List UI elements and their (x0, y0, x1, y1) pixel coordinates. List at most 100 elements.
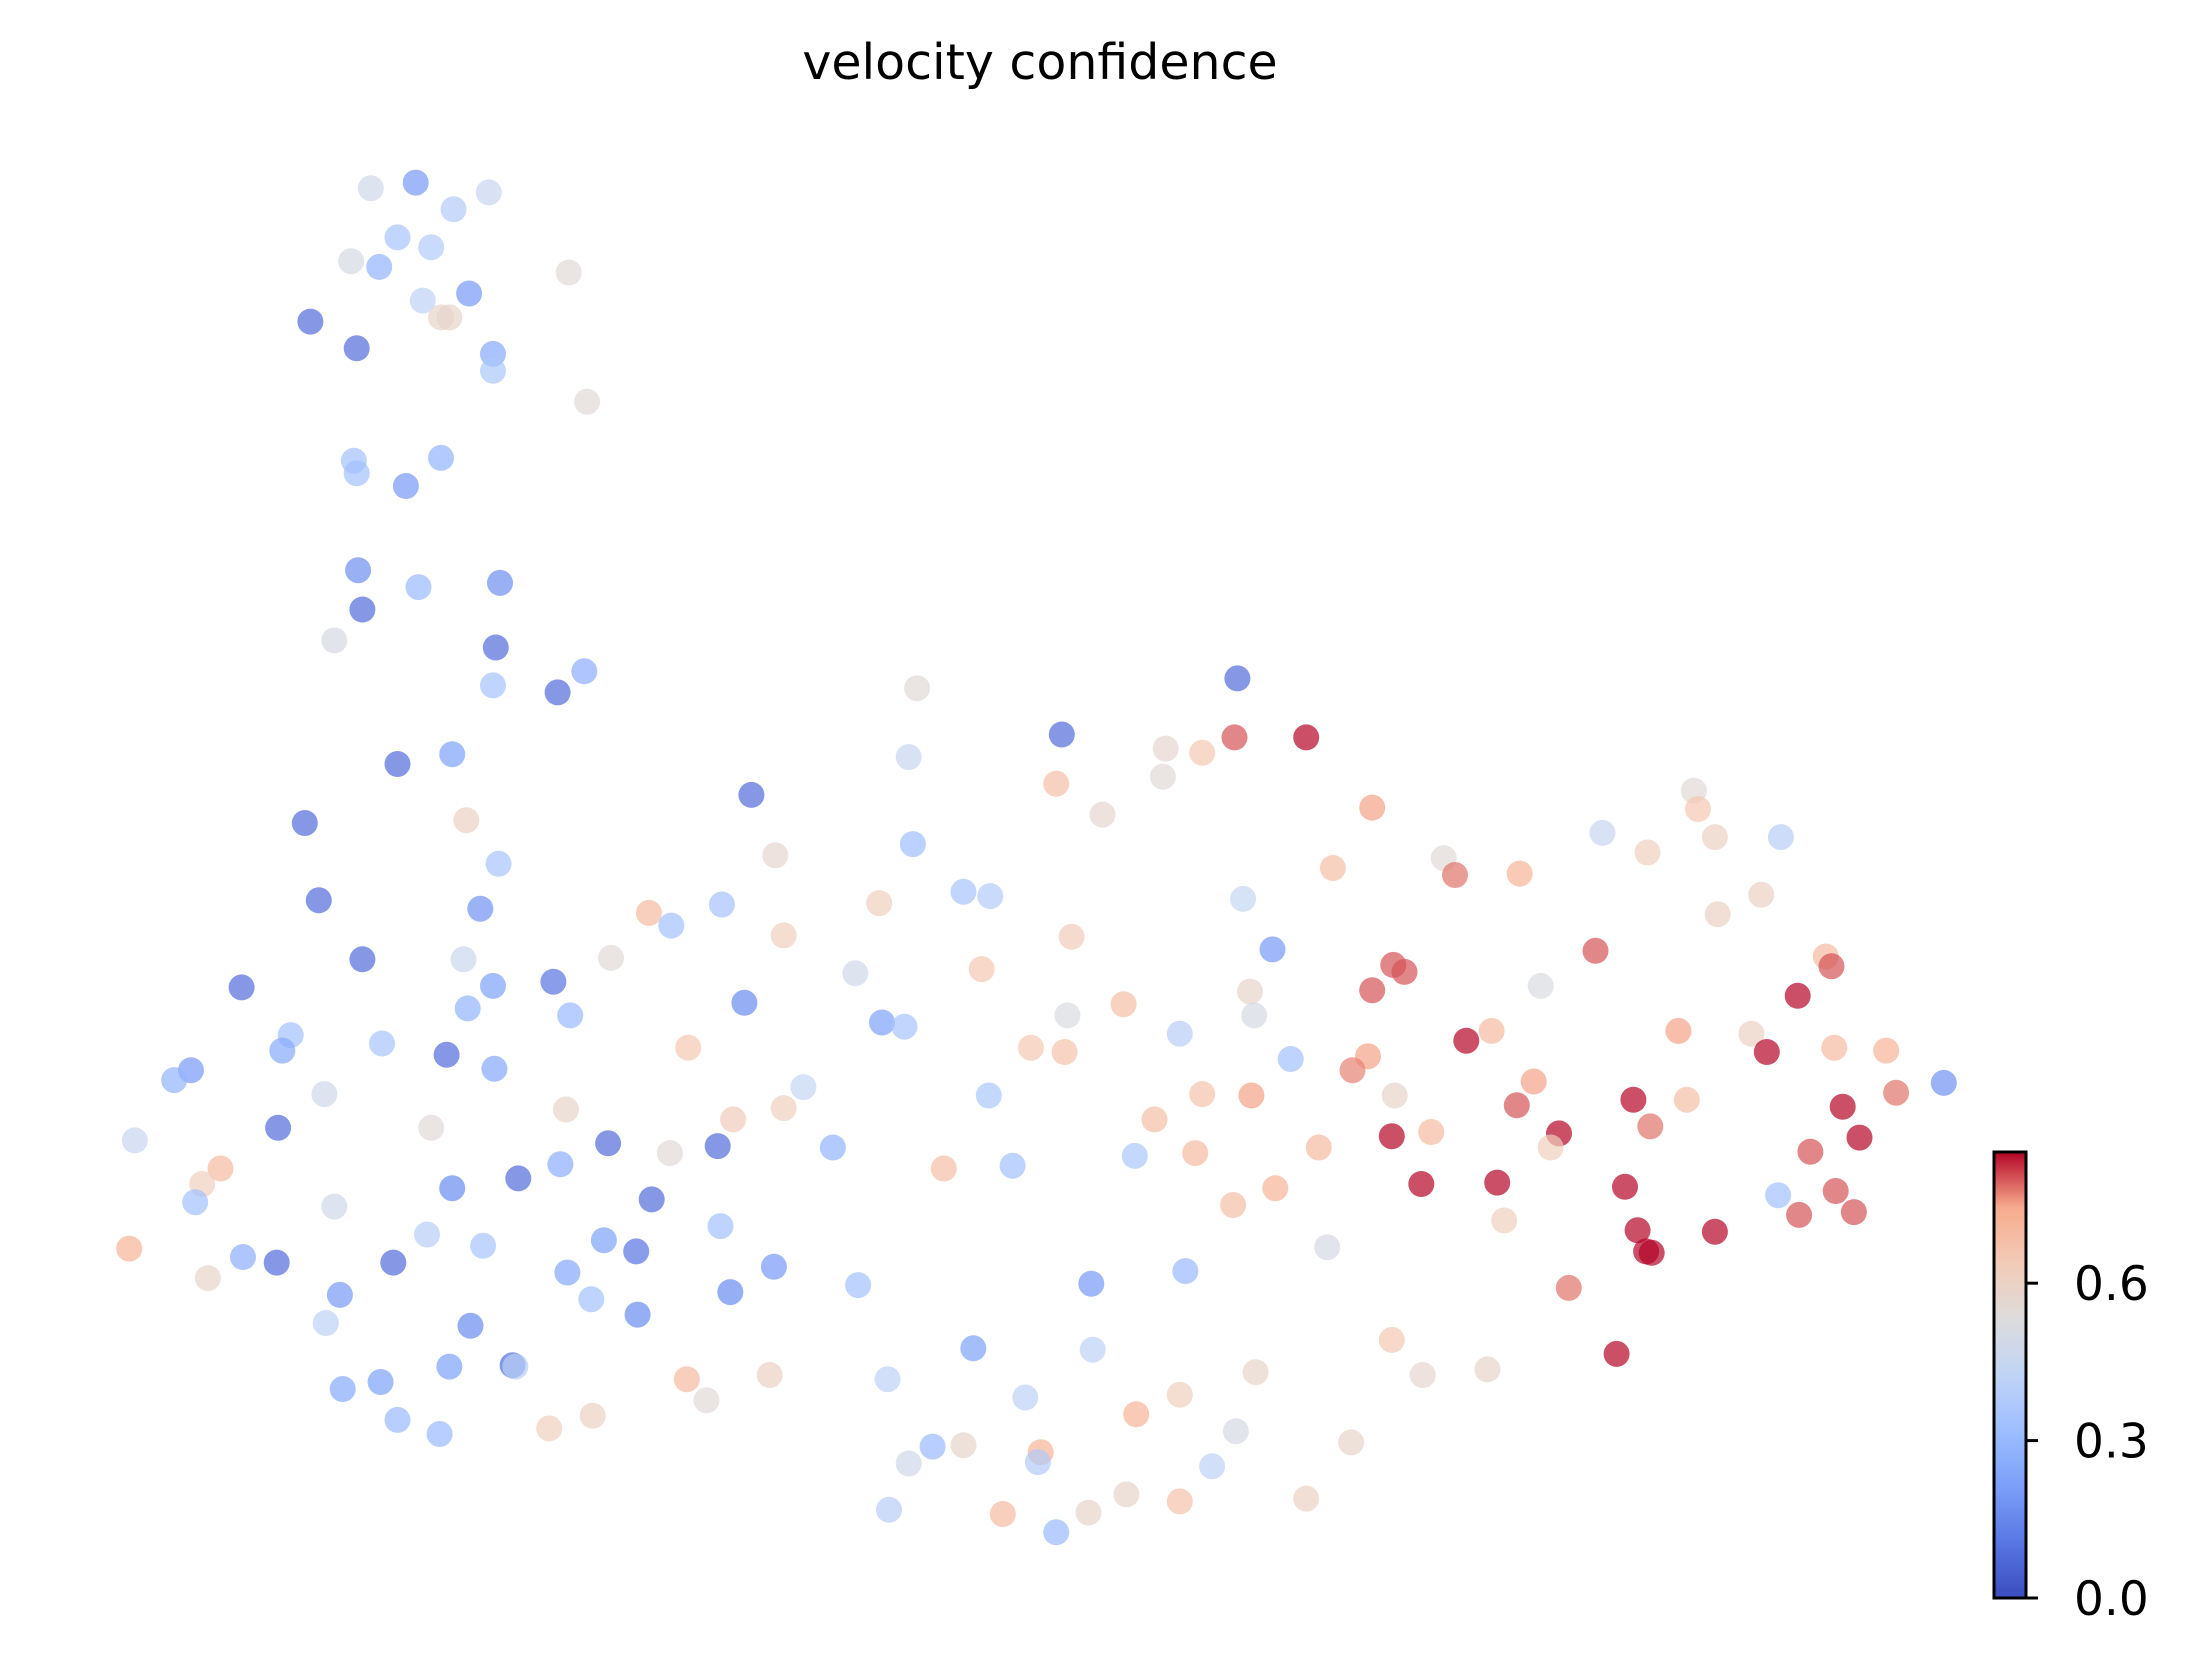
data-point-197 (1172, 1258, 1199, 1285)
data-point-80 (842, 960, 869, 987)
data-point-6 (338, 248, 365, 275)
data-point-145 (1537, 1134, 1564, 1161)
data-point-231 (895, 1450, 922, 1477)
data-point-236 (1113, 1481, 1140, 1508)
data-point-27 (482, 634, 509, 661)
data-point-98 (1054, 1002, 1081, 1029)
data-point-232 (1199, 1453, 1226, 1480)
colorbar-ticks: 0.0 0.3 0.6 (2026, 1257, 2149, 1627)
data-point-189 (554, 1259, 581, 1286)
data-point-95 (731, 989, 758, 1016)
data-point-182 (1491, 1207, 1518, 1234)
data-point-29 (571, 658, 598, 685)
data-point-55 (1589, 819, 1616, 846)
data-point-190 (760, 1253, 787, 1280)
data-point-227 (919, 1433, 946, 1460)
data-point-137 (553, 1096, 579, 1123)
data-point-50 (1359, 794, 1386, 821)
data-point-218 (1012, 1384, 1039, 1411)
data-point-59 (1701, 824, 1728, 851)
data-point-107 (1753, 1039, 1780, 1065)
data-point-30 (544, 679, 571, 706)
data-point-12 (436, 304, 463, 331)
data-point-0 (402, 169, 429, 196)
chart-title: velocity confidence (802, 34, 1277, 91)
data-point-43 (439, 741, 466, 768)
data-point-180 (623, 1238, 650, 1265)
data-point-105 (1665, 1017, 1692, 1044)
data-point-23 (487, 569, 513, 596)
data-point-45 (291, 810, 318, 836)
data-point-3 (440, 196, 467, 223)
data-point-186 (1638, 1239, 1665, 1266)
data-point-53 (1442, 862, 1468, 888)
data-point-205 (1603, 1340, 1630, 1367)
data-point-21 (392, 473, 419, 499)
data-point-209 (673, 1366, 700, 1393)
data-point-86 (1582, 937, 1609, 964)
data-point-61 (1748, 881, 1775, 908)
data-point-167 (1408, 1171, 1435, 1197)
data-point-206 (436, 1353, 463, 1380)
data-point-81 (968, 956, 995, 983)
data-point-224 (1123, 1401, 1150, 1428)
data-point-14 (343, 335, 370, 362)
data-point-140 (1141, 1106, 1168, 1133)
data-point-65 (635, 899, 662, 926)
data-point-99 (1110, 991, 1137, 1018)
colorbar-tick-label-1: 0.3 (2074, 1415, 2149, 1470)
data-point-202 (960, 1335, 987, 1362)
data-point-117 (1051, 1039, 1078, 1065)
data-point-37 (1189, 739, 1216, 766)
data-point-198 (1555, 1274, 1582, 1301)
data-point-63 (305, 887, 332, 914)
data-point-103 (1453, 1027, 1480, 1054)
data-point-150 (547, 1151, 574, 1178)
colorbar: 0.0 0.3 0.6 (1992, 1150, 2149, 1627)
data-point-75 (450, 946, 477, 973)
data-point-151 (595, 1130, 622, 1157)
colorbar-tick-label-2: 0.6 (2074, 1257, 2149, 1312)
data-point-149 (182, 1189, 209, 1216)
data-point-213 (1409, 1362, 1436, 1388)
data-point-69 (950, 878, 977, 905)
data-point-34 (1293, 724, 1320, 751)
data-point-208 (502, 1353, 529, 1380)
data-point-124 (1189, 1081, 1216, 1108)
data-point-233 (876, 1496, 902, 1523)
data-point-136 (418, 1114, 445, 1141)
data-point-196 (1078, 1270, 1105, 1297)
data-point-8 (555, 259, 582, 286)
data-point-4 (384, 224, 411, 251)
data-point-221 (426, 1421, 453, 1447)
data-point-234 (989, 1501, 1016, 1527)
data-point-220 (384, 1406, 411, 1433)
data-point-54 (1506, 860, 1533, 887)
data-point-179 (590, 1227, 617, 1254)
data-point-2 (475, 179, 502, 206)
data-point-195 (717, 1279, 744, 1306)
data-point-20 (343, 460, 370, 487)
data-point-1 (357, 175, 384, 202)
data-point-58 (1685, 796, 1711, 822)
data-point-90 (1784, 982, 1811, 1009)
data-point-73 (1058, 923, 1085, 950)
data-point-71 (1230, 885, 1256, 912)
data-point-116 (1017, 1034, 1044, 1061)
data-point-225 (1222, 1418, 1249, 1445)
data-point-129 (1620, 1086, 1647, 1113)
data-point-104 (1478, 1017, 1505, 1044)
data-point-226 (1338, 1429, 1365, 1456)
data-point-85 (1359, 977, 1386, 1004)
data-point-223 (579, 1402, 606, 1429)
data-point-101 (1241, 1002, 1268, 1029)
data-point-9 (456, 280, 483, 307)
data-point-162 (439, 1175, 466, 1202)
data-point-230 (1024, 1449, 1051, 1476)
data-point-177 (414, 1221, 440, 1248)
data-point-193 (326, 1281, 353, 1308)
data-point-128 (1503, 1092, 1530, 1119)
data-point-113 (433, 1041, 460, 1068)
data-point-139 (770, 1095, 797, 1122)
data-point-169 (1612, 1173, 1638, 1200)
